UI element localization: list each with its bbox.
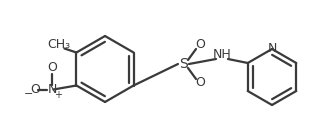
Text: S: S [179, 57, 187, 71]
Text: N: N [267, 41, 277, 55]
Text: CH₃: CH₃ [47, 38, 70, 51]
Text: +: + [54, 89, 62, 100]
Text: N: N [48, 83, 57, 96]
Text: O: O [30, 83, 40, 96]
Text: NH: NH [213, 48, 232, 60]
Text: O: O [195, 39, 205, 51]
Text: O: O [47, 61, 57, 74]
Text: O: O [195, 77, 205, 89]
Text: −: − [24, 89, 33, 100]
